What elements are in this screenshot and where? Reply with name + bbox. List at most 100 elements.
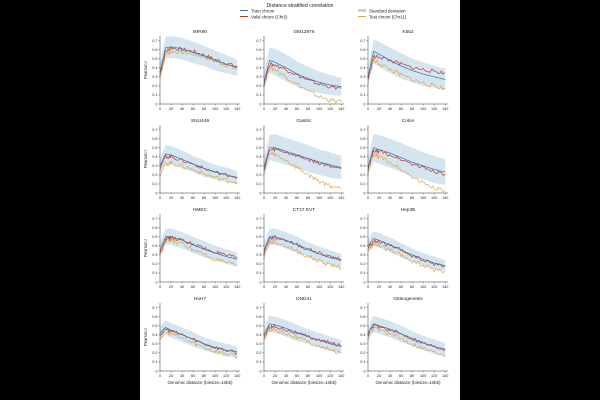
x-tick-label: 20 — [377, 285, 381, 289]
y-tick-label: 0.1 — [152, 182, 157, 186]
x-tick-label: 40 — [388, 374, 392, 378]
y-tick-label: 0.5 — [152, 324, 157, 328]
x-tick-label: 20 — [169, 374, 173, 378]
x-tick-label: 100 — [212, 374, 218, 378]
y-tick-label: 0 — [363, 280, 365, 284]
x-tick-label: 40 — [180, 374, 184, 378]
x-tick-label: 40 — [180, 107, 184, 111]
x-tick-label: 120 — [327, 107, 333, 111]
valid-chrom-line — [367, 149, 446, 176]
std-band — [264, 47, 342, 96]
x-tick-label: 0 — [263, 196, 265, 200]
y-tick-label: 0.2 — [256, 262, 261, 266]
x-tick-label: 0 — [159, 285, 161, 289]
y-tick-label: 0.4 — [152, 244, 157, 248]
y-tick-label: 0.6 — [360, 48, 365, 52]
y-tick-label: 0 — [363, 191, 365, 195]
y-tick-label: 0.2 — [152, 351, 157, 355]
y-tick-label: 0.6 — [360, 315, 365, 319]
y-tick-label: 0.5 — [360, 57, 365, 61]
test-chrom-line — [367, 241, 446, 274]
x-tick-label: 60 — [191, 196, 195, 200]
x-tick-label: 60 — [191, 285, 195, 289]
x-tick-label: 60 — [399, 285, 403, 289]
y-tick-label: 0.5 — [360, 146, 365, 150]
y-tick-label: 0.6 — [256, 226, 261, 230]
panel-title: Hep3B — [401, 207, 416, 213]
x-tick-label: 60 — [295, 285, 299, 289]
y-tick-label: 0.3 — [360, 75, 365, 79]
x-axis-label: Genomic distance (binsize=10kb) — [271, 380, 337, 385]
x-tick-label: 120 — [327, 285, 333, 289]
test-chrom-line — [367, 152, 446, 193]
y-tick-label: 0 — [259, 280, 261, 284]
train-chrom-line — [367, 50, 446, 80]
chart-panel: IMR90 0 0.1 0.2 0.3 0.4 0.5 0.6 0.7 0 20 40 60 80 100 1… — [143, 29, 240, 111]
x-tick-label: 140 — [442, 374, 448, 378]
y-tick-label: 0 — [155, 191, 157, 195]
y-tick-label: 0.2 — [360, 173, 365, 177]
x-tick-label: 140 — [234, 374, 240, 378]
y-tick-label: 0.1 — [256, 360, 261, 364]
y-tick-label: 0 — [259, 102, 261, 106]
panel-title: SNU449 — [191, 118, 209, 124]
x-tick-label: 120 — [223, 196, 229, 200]
x-tick-label: 100 — [420, 196, 426, 200]
y-axis-label: Pearson r — [143, 149, 148, 168]
y-tick-label: 0.6 — [256, 48, 261, 52]
y-tick-label: 0.3 — [256, 253, 261, 257]
panels: IMR90 0 0.1 0.2 0.3 0.4 0.5 0.6 0.7 0 20 40 60 80 100 1… — [143, 29, 448, 385]
y-tick-label: 0.3 — [152, 75, 157, 79]
x-tick-label: 0 — [367, 196, 369, 200]
x-tick-label: 40 — [388, 285, 392, 289]
x-tick-label: 140 — [234, 107, 240, 111]
test-chrom-line — [159, 330, 238, 360]
x-tick-label: 140 — [338, 196, 344, 200]
test-chrom-line — [159, 160, 238, 185]
x-tick-label: 60 — [295, 196, 299, 200]
figure-svg: Distance stratified correlation Train ch… — [143, 3, 448, 385]
test-chrom-line — [263, 239, 342, 271]
x-tick-label: 120 — [431, 374, 437, 378]
y-tick-label: 0.3 — [256, 164, 261, 168]
x-tick-label: 40 — [180, 196, 184, 200]
chart-panel: SNU449 0 0.1 0.2 0.3 0.4 0.5 0.6 0.7 0 20 40 60 80 100… — [143, 118, 240, 200]
x-tick-label: 100 — [212, 285, 218, 289]
x-tick-label: 60 — [399, 196, 403, 200]
y-tick-label: 0 — [363, 369, 365, 373]
y-tick-label: 0.4 — [256, 244, 261, 248]
y-tick-label: 0.1 — [256, 182, 261, 186]
y-tick-label: 0.5 — [256, 146, 261, 150]
test-chrom-line — [159, 49, 238, 77]
legend-label: Train chrom — [251, 8, 275, 13]
panel-title: HMEC — [193, 207, 208, 213]
y-tick-label: 0.4 — [256, 155, 261, 159]
x-tick-label: 0 — [263, 107, 265, 111]
x-tick-label: 100 — [420, 107, 426, 111]
y-tick-label: 0 — [155, 369, 157, 373]
y-tick-label: 0 — [363, 102, 365, 106]
std-band — [160, 228, 238, 267]
legend-label: Test chrom (Chr11) — [369, 14, 407, 19]
y-tick-label: 0.3 — [360, 164, 365, 168]
y-tick-label: 0.6 — [360, 226, 365, 230]
valid-chrom-line — [263, 324, 342, 347]
y-tick-label: 0.2 — [360, 262, 365, 266]
train-chrom-line — [263, 323, 342, 347]
std-band — [160, 320, 238, 358]
x-tick-label: 100 — [316, 196, 322, 200]
y-tick-label: 0.3 — [256, 75, 261, 79]
test-chrom-line — [159, 237, 238, 267]
x-axis-label: Genomic distance (binsize=10kb) — [375, 380, 441, 385]
y-tick-label: 0.1 — [152, 93, 157, 97]
y-tick-label: 0 — [259, 369, 261, 373]
x-tick-label: 100 — [316, 285, 322, 289]
y-tick-label: 0.5 — [152, 235, 157, 239]
chart-panel: GM12878 0 0.1 0.2 0.3 0.4 0.5 0.6 0.7 0 20 40 60 80 10… — [256, 29, 344, 111]
y-tick-label: 0.2 — [360, 84, 365, 88]
y-tick-label: 0.5 — [256, 324, 261, 328]
x-tick-label: 140 — [442, 196, 448, 200]
x-tick-label: 140 — [234, 196, 240, 200]
panel-title: K562 — [402, 29, 414, 35]
